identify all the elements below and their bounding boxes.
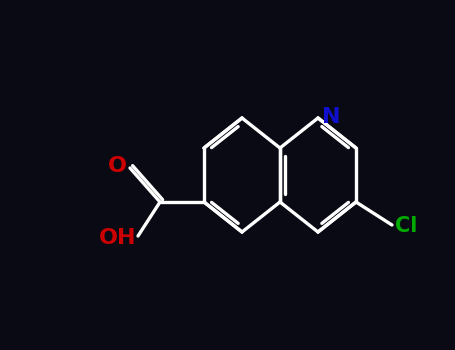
Text: OH: OH <box>98 228 136 248</box>
Text: O: O <box>108 156 127 176</box>
Text: N: N <box>322 107 340 127</box>
Text: Cl: Cl <box>395 216 417 236</box>
